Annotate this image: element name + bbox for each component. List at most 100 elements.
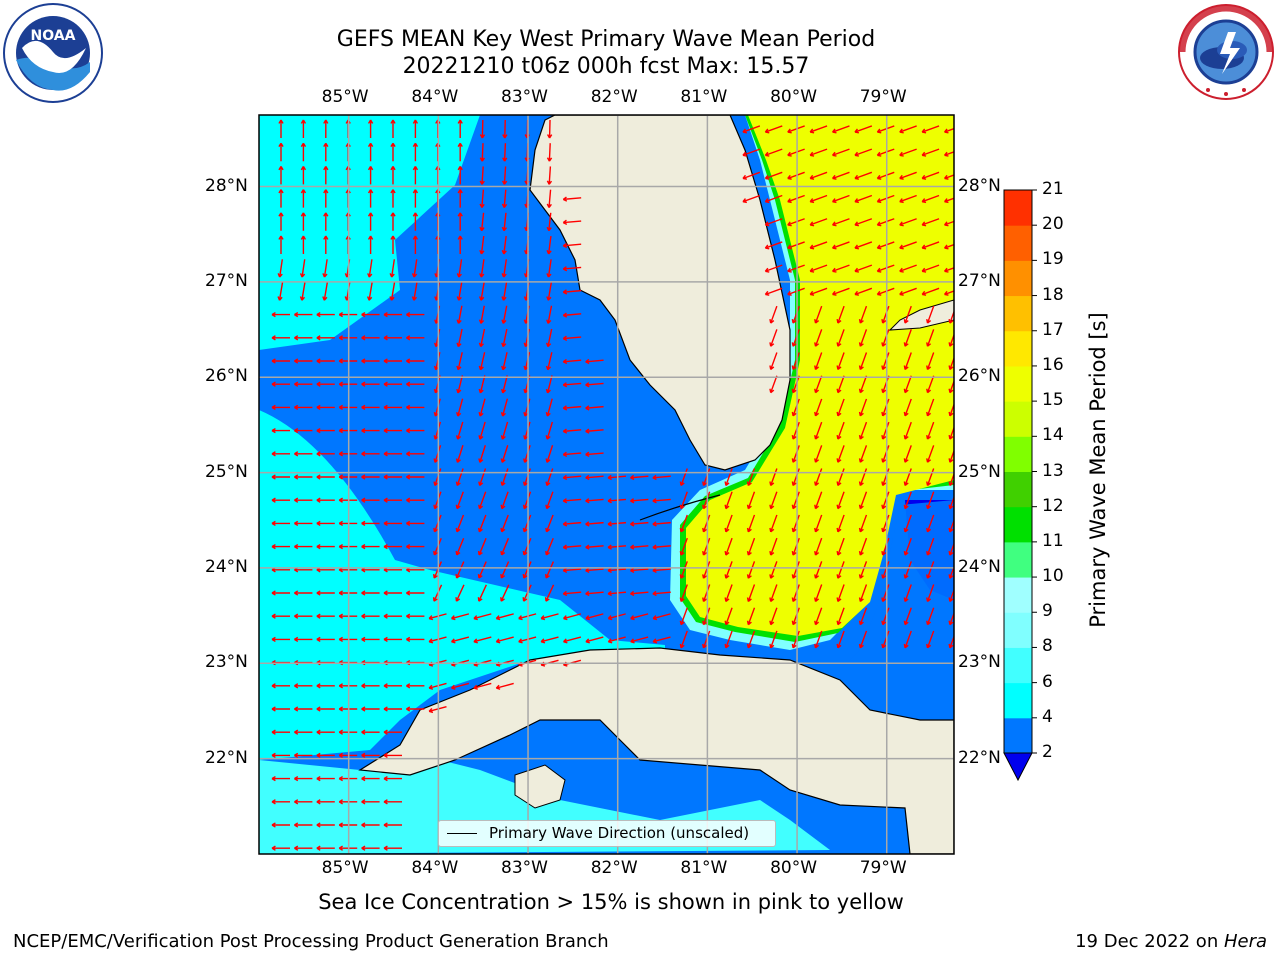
wave-arrow bbox=[836, 421, 845, 440]
legend-line-icon bbox=[447, 833, 477, 834]
wave-arrow bbox=[501, 352, 508, 371]
wave-arrow bbox=[881, 561, 890, 579]
wave-arrow bbox=[361, 335, 380, 341]
wave-arrow bbox=[316, 543, 335, 550]
wave-arrow bbox=[271, 497, 290, 503]
wave-arrow bbox=[746, 491, 756, 510]
wave-arrow bbox=[271, 474, 290, 480]
wave-arrow bbox=[921, 264, 940, 273]
wave-arrow bbox=[562, 498, 582, 504]
wave-arrow bbox=[406, 636, 425, 643]
wave-arrow bbox=[501, 259, 508, 278]
wave-arrow bbox=[724, 607, 733, 626]
wave-arrow bbox=[271, 404, 290, 411]
wave-arrow bbox=[858, 514, 868, 533]
wave-arrow bbox=[383, 358, 402, 364]
wave-arrow bbox=[383, 683, 402, 689]
colorbar-swatch bbox=[1004, 612, 1032, 648]
wave-arrow bbox=[383, 775, 402, 782]
wave-arrow bbox=[562, 451, 582, 457]
wave-arrow bbox=[383, 335, 402, 341]
wave-arrow bbox=[764, 241, 783, 250]
wave-arrow bbox=[294, 427, 313, 434]
wave-arrow bbox=[899, 264, 917, 273]
wave-arrow bbox=[478, 328, 486, 348]
wave-arrow bbox=[926, 375, 935, 394]
wave-arrow bbox=[585, 544, 604, 550]
wave-arrow bbox=[858, 491, 868, 510]
wave-arrow bbox=[769, 491, 778, 510]
wave-arrow bbox=[903, 607, 912, 626]
wave-arrow bbox=[876, 218, 895, 227]
wave-arrow bbox=[271, 590, 290, 596]
wave-arrow bbox=[787, 194, 805, 204]
wave-arrow bbox=[791, 445, 800, 463]
lat-lon-grid bbox=[259, 115, 954, 854]
wave-arrow bbox=[479, 212, 485, 232]
wave-arrow bbox=[300, 212, 307, 231]
wave-arrow bbox=[876, 287, 895, 296]
noaa-logo-text: NOAA bbox=[31, 28, 76, 44]
wave-arrow bbox=[585, 428, 604, 434]
wave-arrow bbox=[881, 514, 890, 533]
wave-arrow bbox=[473, 682, 492, 690]
wave-arrow bbox=[585, 590, 604, 597]
wave-arrow bbox=[926, 561, 935, 579]
wave-arrow bbox=[831, 125, 850, 134]
wave-arrow bbox=[854, 287, 873, 296]
wave-arrow bbox=[858, 398, 868, 417]
wave-arrow bbox=[926, 445, 935, 463]
footer-date: 19 Dec 2022 on bbox=[1075, 931, 1224, 952]
wave-arrow bbox=[652, 521, 671, 527]
wave-arrow bbox=[367, 142, 374, 162]
wave-arrow bbox=[406, 311, 425, 318]
wave-arrow bbox=[545, 398, 553, 417]
wave-arrow bbox=[926, 352, 935, 371]
wave-arrow bbox=[477, 538, 487, 556]
colorbar-tick-label: 19 bbox=[1042, 249, 1064, 270]
wave-arrow bbox=[881, 630, 890, 649]
wave-arrow bbox=[948, 495, 954, 510]
wave-arrow bbox=[361, 683, 380, 689]
wave-arrow bbox=[322, 259, 328, 278]
wave-arrow bbox=[836, 561, 845, 579]
wave-arrow bbox=[361, 636, 380, 643]
wave-arrow bbox=[903, 491, 912, 510]
wave-arrow bbox=[881, 329, 890, 347]
wave-arrow bbox=[456, 328, 463, 348]
wave-arrow bbox=[299, 259, 306, 278]
wave-arrow bbox=[858, 329, 868, 347]
wave-arrow bbox=[679, 607, 688, 626]
wave-arrow bbox=[473, 613, 492, 621]
wave-arrow bbox=[361, 427, 380, 434]
wave-arrow bbox=[361, 845, 380, 851]
wave-arrow bbox=[814, 375, 823, 394]
wave-arrow bbox=[769, 352, 778, 371]
wave-arrow bbox=[809, 241, 828, 250]
wave-arrow bbox=[294, 311, 313, 318]
wave-arrow bbox=[478, 305, 485, 324]
wave-arrow bbox=[787, 264, 805, 273]
wave-arrow bbox=[742, 148, 761, 157]
wave-arrow bbox=[383, 520, 402, 527]
wave-arrow bbox=[383, 845, 402, 851]
colorbar-swatch bbox=[1004, 330, 1032, 367]
wave-arrow bbox=[299, 282, 306, 301]
wave-arrow bbox=[562, 266, 582, 272]
footer-right: 19 Dec 2022 on Hera bbox=[1075, 931, 1267, 952]
wave-arrow bbox=[383, 497, 402, 503]
wave-arrow bbox=[406, 404, 425, 411]
wave-arrow bbox=[787, 218, 805, 227]
wave-arrow bbox=[271, 636, 290, 643]
map-title: GEFS MEAN Key West Primary Wave Mean Per… bbox=[336, 27, 876, 52]
wave-arrow bbox=[926, 584, 935, 603]
wave-arrow bbox=[316, 311, 335, 318]
wave-arrow bbox=[455, 538, 465, 556]
wave-arrow bbox=[383, 636, 402, 643]
wave-arrow bbox=[478, 491, 487, 510]
wave-arrow bbox=[791, 514, 800, 533]
wave-arrow bbox=[294, 636, 313, 643]
wave-arrow bbox=[478, 375, 486, 394]
wave-arrow bbox=[702, 491, 711, 510]
wave-arrow bbox=[456, 259, 463, 278]
